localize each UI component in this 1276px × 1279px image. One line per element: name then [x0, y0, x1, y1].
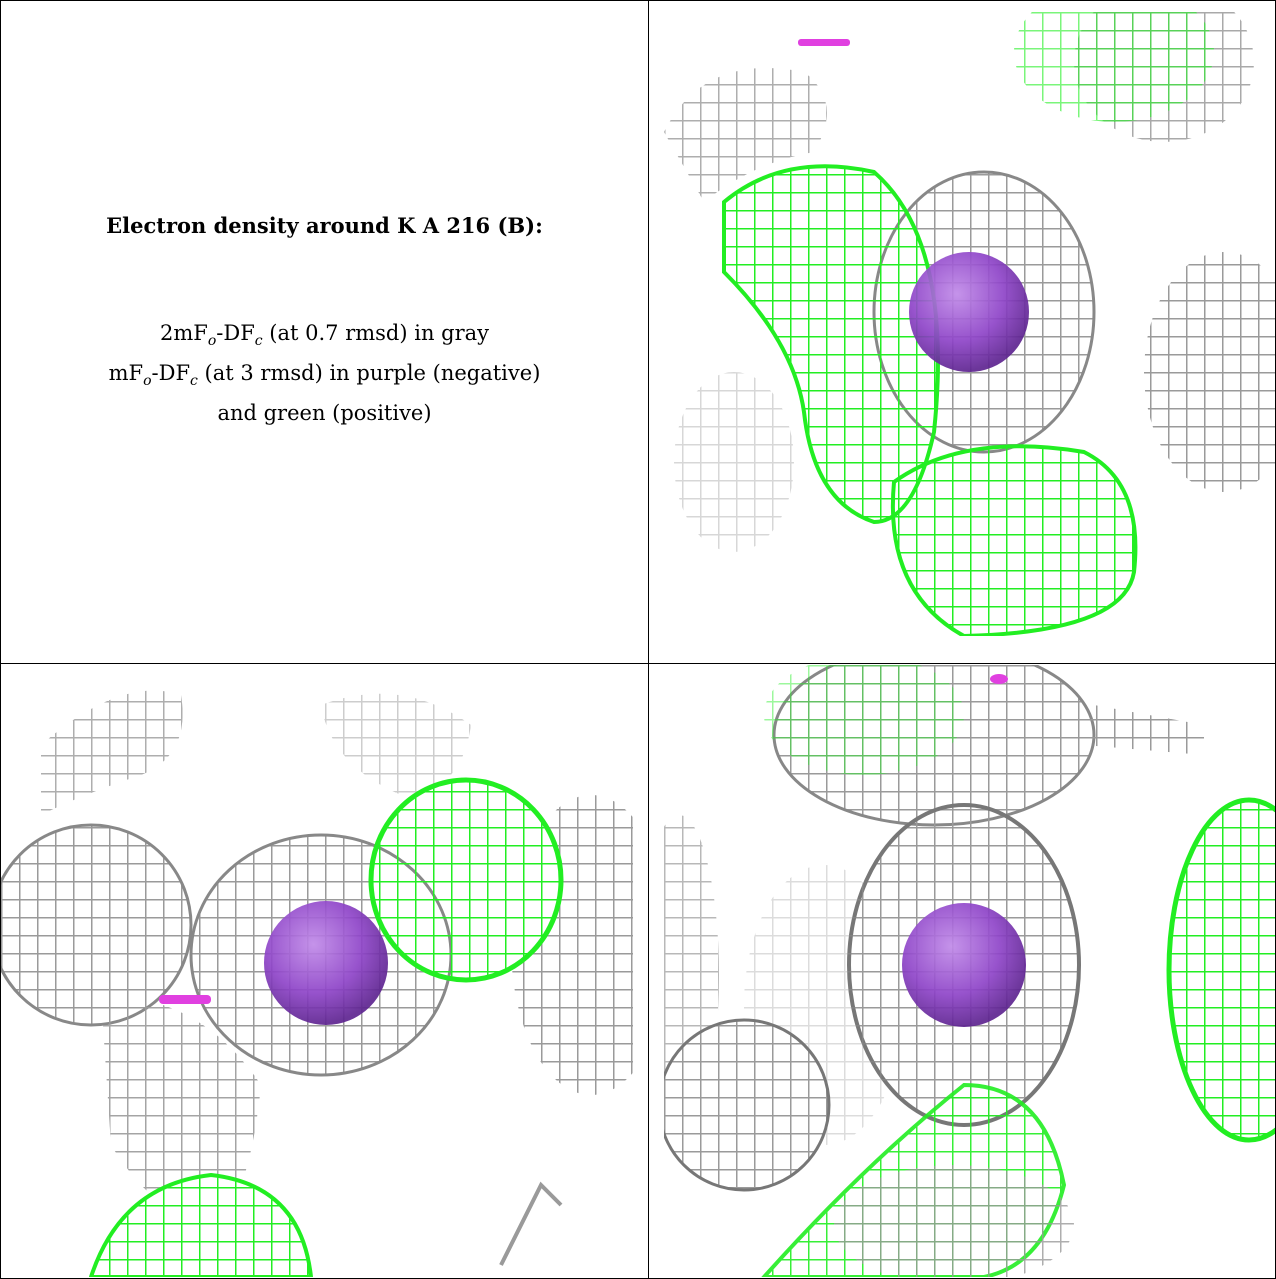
legend-line-positive: and green (positive) [217, 401, 432, 426]
table-border-top [0, 0, 1276, 1]
gray-mesh [664, 68, 827, 202]
table-row-divider [0, 663, 1276, 664]
potassium-ion [909, 252, 1029, 372]
density-mesh-image [664, 665, 1275, 1277]
table-column-divider [648, 0, 649, 1279]
caption-cell: Electron density around K A 216 (B): 2mF… [1, 1, 648, 635]
caption-title: Electron density around K A 216 (B): [106, 213, 543, 238]
green-mesh [368, 777, 564, 983]
density-panel-bottom-right [664, 665, 1275, 1277]
density-mesh-image [664, 12, 1275, 636]
caption-legend: 2mFo-DFc (at 0.7 rmsd) in gray mFo-DFc (… [1, 317, 648, 429]
legend-line-2fofc: 2mFo-DFc (at 0.7 rmsd) in gray [159, 321, 490, 350]
table-border-left [0, 0, 1, 1279]
potassium-ion [902, 903, 1026, 1027]
density-mesh-image [1, 690, 633, 1277]
potassium-ion [264, 901, 388, 1025]
density-panel-bottom-left [1, 665, 633, 1277]
density-panel-top-right [664, 12, 1275, 636]
legend-line-fofc: mFo-DFc (at 3 rmsd) in purple (negative) [108, 361, 541, 390]
green-mesh [1166, 797, 1275, 1143]
